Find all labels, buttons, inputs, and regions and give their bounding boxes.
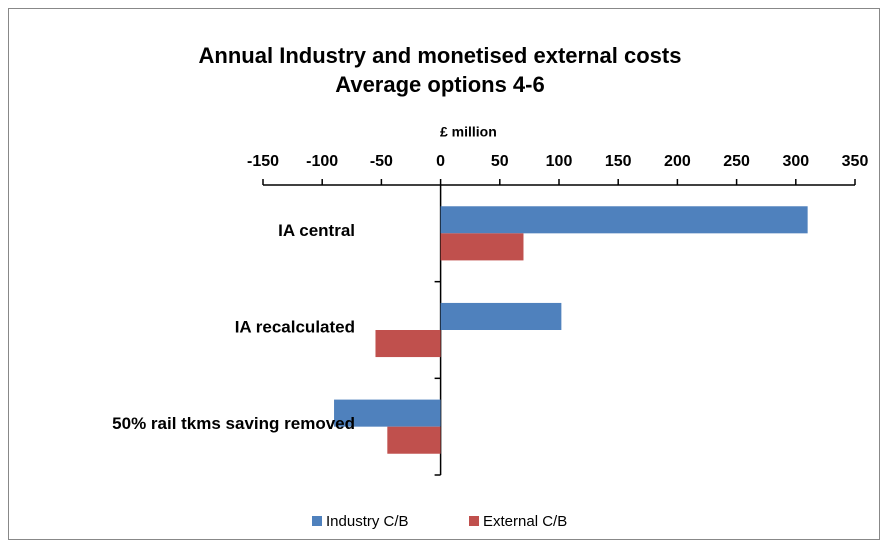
legend-swatch — [469, 516, 479, 526]
chart-subtitle: Average options 4-6 — [335, 72, 544, 97]
x-tick-label: 50 — [491, 153, 509, 170]
bar — [440, 302, 562, 330]
x-axis-label: £ million — [440, 124, 497, 140]
x-tick-label: 300 — [782, 153, 809, 170]
x-tick-label: 100 — [546, 153, 573, 170]
legend-label: External C/B — [483, 513, 567, 530]
bar — [440, 206, 808, 234]
x-tick-label: 150 — [605, 153, 632, 170]
legend-label: Industry C/B — [326, 513, 409, 530]
x-tick-label: 0 — [436, 153, 445, 170]
legend-swatch — [312, 516, 322, 526]
x-tick-label: -100 — [306, 153, 338, 170]
chart-border — [8, 8, 880, 540]
chart-title: Annual Industry and monetised external c… — [199, 43, 682, 68]
bar — [440, 233, 524, 261]
y-tick-label: IA recalculated — [235, 317, 355, 336]
x-tick-label: 350 — [842, 153, 869, 170]
bar — [387, 426, 441, 454]
bar — [334, 399, 441, 427]
x-tick-label: 250 — [723, 153, 750, 170]
y-tick-label: 50% rail tkms saving removed — [112, 414, 355, 433]
x-tick-label: 200 — [664, 153, 691, 170]
bar — [375, 330, 441, 358]
x-tick-label: -150 — [247, 153, 279, 170]
x-tick-label: -50 — [370, 153, 393, 170]
y-tick-label: IA central — [278, 221, 355, 240]
